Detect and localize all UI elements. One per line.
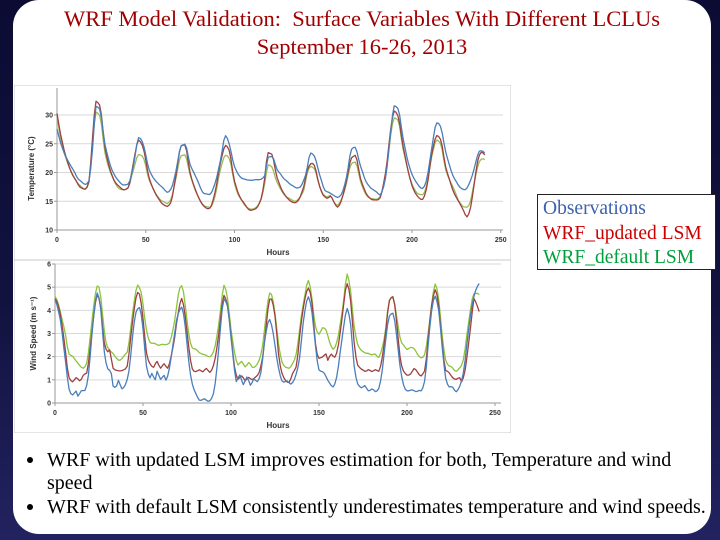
svg-text:50: 50 (139, 410, 147, 417)
svg-text:200: 200 (406, 237, 418, 244)
svg-text:Temperature (°C): Temperature (°C) (27, 136, 36, 201)
svg-text:30: 30 (45, 113, 53, 120)
svg-text:50: 50 (142, 237, 150, 244)
svg-text:6: 6 (47, 261, 51, 268)
svg-text:0: 0 (47, 401, 51, 408)
svg-text:20: 20 (45, 170, 53, 177)
svg-text:3: 3 (47, 331, 51, 338)
svg-text:0: 0 (53, 410, 57, 417)
svg-text:Hours: Hours (266, 248, 290, 257)
svg-text:5: 5 (47, 285, 51, 292)
svg-text:15: 15 (45, 199, 53, 206)
svg-text:150: 150 (317, 237, 329, 244)
svg-text:250: 250 (489, 410, 501, 417)
svg-text:25: 25 (45, 141, 53, 148)
svg-text:4: 4 (47, 308, 51, 315)
svg-text:2: 2 (47, 354, 51, 361)
svg-text:100: 100 (229, 237, 241, 244)
svg-text:Wind Speed (m s⁻¹): Wind Speed (m s⁻¹) (29, 296, 38, 370)
svg-text:10: 10 (45, 228, 53, 235)
svg-text:150: 150 (313, 410, 325, 417)
svg-text:1: 1 (47, 377, 51, 384)
svg-text:100: 100 (225, 410, 237, 417)
svg-text:200: 200 (401, 410, 413, 417)
svg-text:Hours: Hours (266, 421, 290, 430)
svg-text:250: 250 (495, 237, 507, 244)
svg-text:0: 0 (55, 237, 59, 244)
